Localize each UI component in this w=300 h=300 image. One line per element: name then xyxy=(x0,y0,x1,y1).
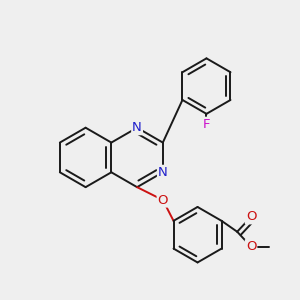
Text: O: O xyxy=(158,194,168,206)
Text: F: F xyxy=(203,118,210,131)
Text: N: N xyxy=(158,166,168,179)
Text: O: O xyxy=(246,210,256,224)
Text: N: N xyxy=(132,121,142,134)
Text: O: O xyxy=(246,240,256,253)
